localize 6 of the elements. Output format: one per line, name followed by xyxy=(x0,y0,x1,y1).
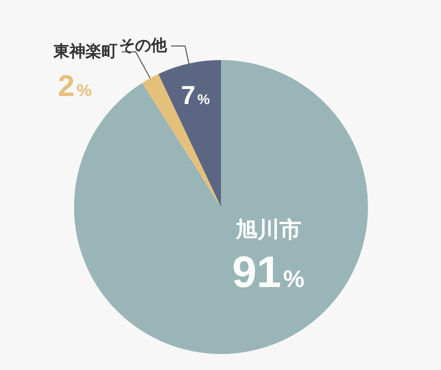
slice-label: その他 xyxy=(119,36,168,54)
data-label: 7% xyxy=(180,80,210,110)
slice-label: 東神楽町 xyxy=(52,42,118,60)
slice-label: 旭川市 xyxy=(234,217,302,242)
data-label: 91% xyxy=(232,248,304,297)
data-label: 2% xyxy=(58,70,92,103)
